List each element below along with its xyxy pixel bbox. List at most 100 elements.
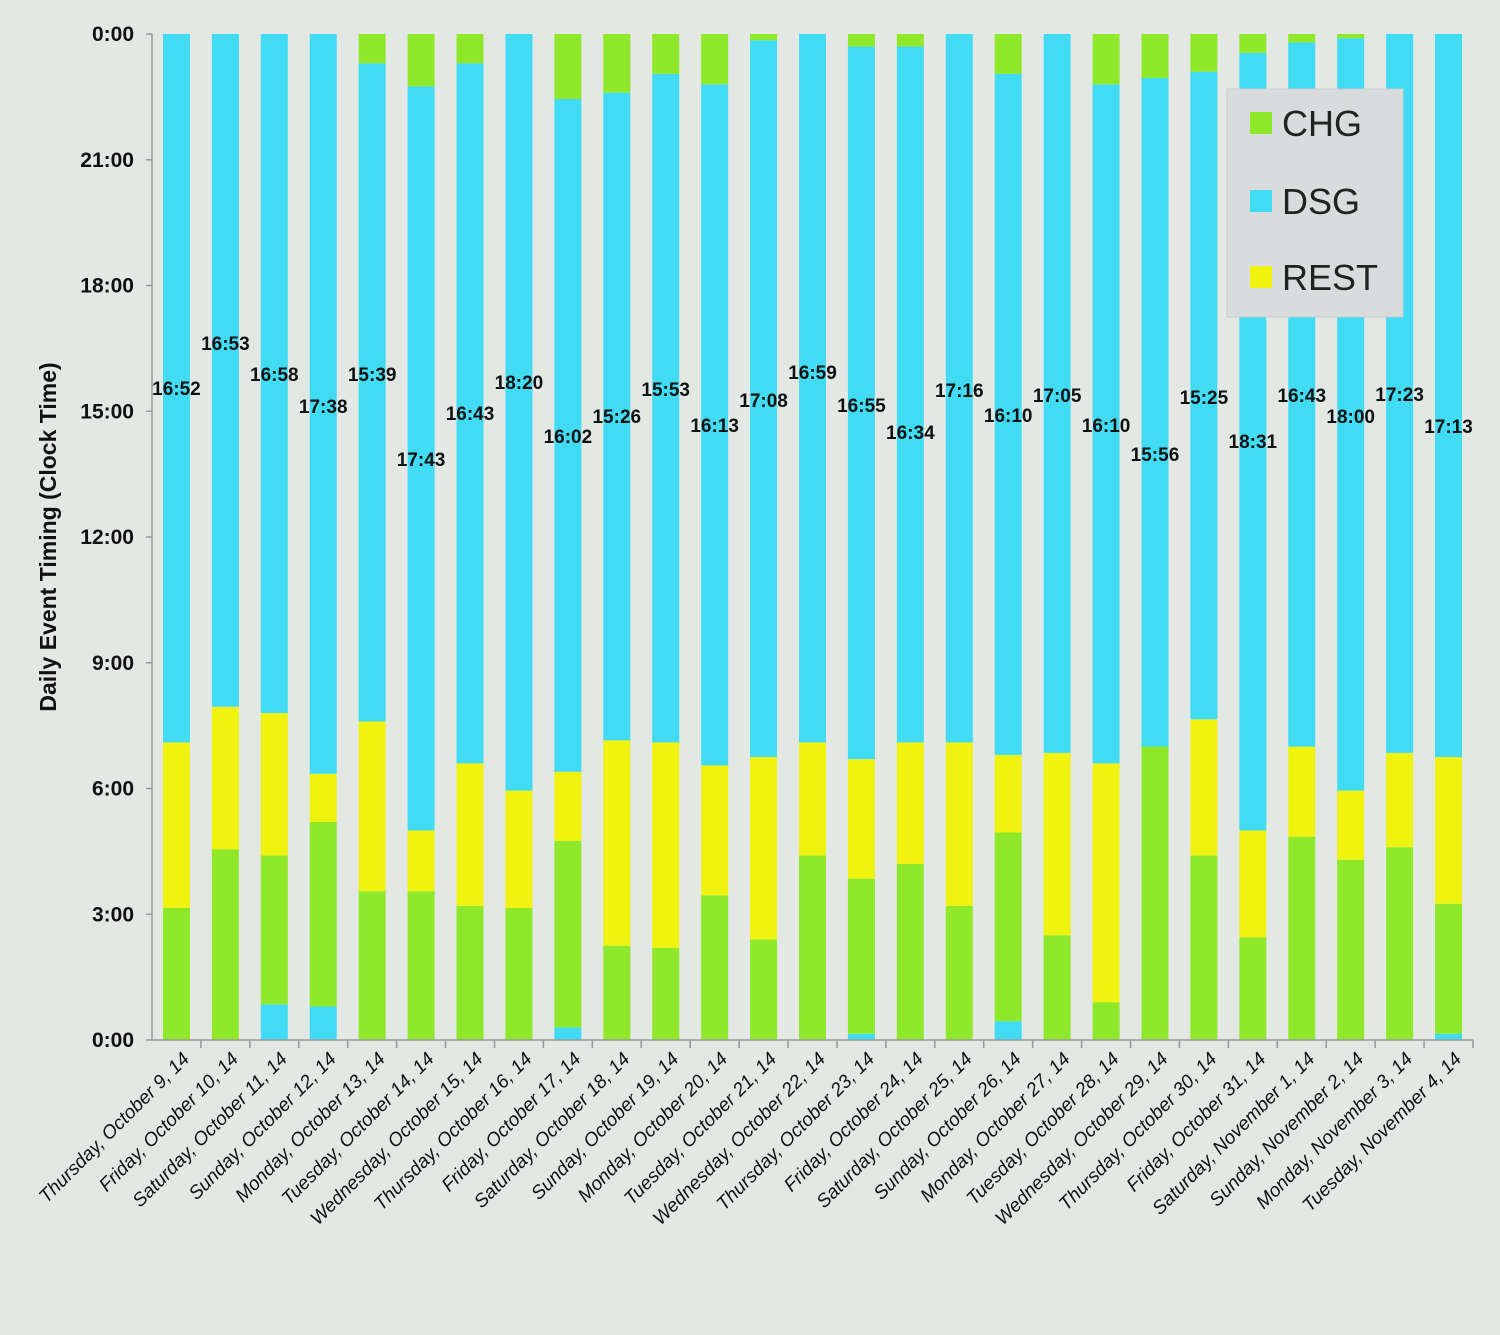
bar-segment-chg (652, 34, 680, 74)
bar-segment-dsg (847, 46, 875, 760)
bar-data-label: 18:00 (1326, 407, 1375, 428)
y-axis-title-group: Daily Event Timing (Clock Time) (35, 362, 61, 711)
bar-segment-rest (652, 742, 680, 948)
bar-data-label: 17:16 (935, 381, 984, 402)
bar-data-label: 15:26 (592, 407, 641, 428)
bar-segment-rest (211, 706, 239, 850)
y-tick-label: 15:00 (80, 400, 134, 423)
bar-stack (358, 34, 386, 1040)
bar-data-label: 16:55 (837, 396, 886, 417)
bar-segment-chg (309, 822, 337, 1007)
bar-segment-dsg (896, 46, 924, 743)
bar-segment-chg (1190, 855, 1218, 1040)
bar-segment-rest (1386, 752, 1414, 848)
bar-segment-chg (701, 34, 729, 85)
y-tick-label: 0:00 (92, 1029, 134, 1052)
y-tick-label: 6:00 (92, 778, 134, 801)
bar-data-label: 16:43 (1277, 386, 1326, 407)
bar-segment-dsg (407, 86, 435, 831)
y-tick-label: 12:00 (80, 526, 134, 549)
bar-segment-chg (1190, 34, 1218, 72)
bar-segment-rest (799, 742, 826, 856)
bar-segment-dsg (260, 1004, 288, 1040)
bar-segment-chg (1239, 34, 1267, 53)
bar-segment-dsg (799, 34, 826, 743)
bar-stack (1141, 34, 1169, 1040)
bar-segment-chg (1435, 903, 1463, 1034)
bar-segment-chg (847, 34, 875, 47)
y-tick-label: 18:00 (80, 275, 134, 298)
bar-segment-chg (211, 849, 239, 1040)
bar-data-label: 16:10 (984, 406, 1033, 427)
bar-data-label: 17:43 (397, 450, 446, 471)
y-tick-label: 0:00 (92, 23, 134, 46)
bar-data-label: 18:31 (1229, 432, 1278, 453)
bar-data-label: 16:58 (250, 365, 299, 386)
bar-segment-dsg (1092, 84, 1120, 764)
bar-segment-dsg (456, 63, 484, 764)
bar-segment-dsg (1190, 71, 1218, 720)
bar-segment-dsg (603, 92, 631, 741)
bar-segment-dsg (847, 1033, 875, 1040)
bar-stack (162, 34, 190, 1040)
bar-stack (260, 34, 288, 1040)
bar-segment-dsg (994, 73, 1022, 755)
bar-segment-chg (1141, 34, 1169, 79)
bar-segment-dsg (309, 1006, 337, 1040)
bar-segment-chg (799, 855, 826, 1040)
bar-data-labels: 16:5216:5316:5817:3815:3917:4316:4318:20… (152, 334, 1473, 471)
bar-data-label: 17:38 (299, 397, 348, 418)
bar-data-label: 17:05 (1033, 386, 1082, 407)
bar-segment-dsg (945, 34, 973, 743)
bar-data-label: 15:53 (641, 380, 690, 401)
bar-segment-rest (1288, 746, 1316, 837)
bar-data-label: 16:02 (544, 427, 593, 448)
bars (162, 34, 1463, 1040)
bar-data-label: 16:53 (201, 334, 250, 355)
bar-stack (456, 34, 484, 1040)
bar-segment-chg (994, 34, 1022, 74)
bar-segment-chg (994, 832, 1022, 1022)
bar-segment-chg (456, 905, 484, 1040)
bar-segment-chg (1141, 746, 1169, 1040)
bar-segment-chg (847, 878, 875, 1034)
bar-segment-rest (505, 790, 533, 908)
bar-segment-rest (162, 742, 190, 908)
bar-data-label: 16:52 (152, 379, 201, 400)
bar-segment-dsg (162, 34, 190, 743)
bar-segment-rest (945, 742, 973, 906)
bar-segment-chg (1337, 34, 1365, 39)
bar-stack (652, 34, 680, 1040)
bar-segment-rest (847, 759, 875, 879)
bar-stack (847, 34, 875, 1040)
bar-segment-chg (358, 34, 386, 64)
bar-stack (945, 34, 973, 1040)
bar-segment-chg (260, 855, 288, 1005)
bar-data-label: 17:08 (739, 391, 788, 412)
bar-data-label: 18:20 (495, 373, 544, 394)
bar-segment-dsg (554, 98, 582, 772)
bar-segment-rest (1043, 752, 1071, 936)
bar-segment-dsg (1141, 78, 1169, 747)
bar-segment-dsg (505, 34, 533, 791)
bar-segment-rest (1239, 830, 1267, 938)
legend-swatch-rest (1250, 266, 1272, 288)
bar-segment-rest (358, 721, 386, 892)
bar-segment-rest (260, 713, 288, 856)
bar-stack (554, 34, 582, 1040)
bar-segment-chg (554, 840, 582, 1028)
bar-segment-chg (456, 34, 484, 64)
bar-segment-dsg (211, 34, 239, 707)
bar-segment-chg (750, 939, 778, 1040)
bar-segment-chg (652, 947, 680, 1040)
bar-data-label: 16:59 (788, 363, 837, 384)
bar-segment-dsg (309, 34, 337, 774)
bar-segment-rest (603, 740, 631, 946)
bar-segment-rest (309, 773, 337, 823)
axes (151, 34, 1474, 1048)
bar-data-label: 17:23 (1375, 385, 1424, 406)
bar-data-label: 16:13 (690, 416, 739, 437)
bar-stack (1092, 34, 1120, 1040)
